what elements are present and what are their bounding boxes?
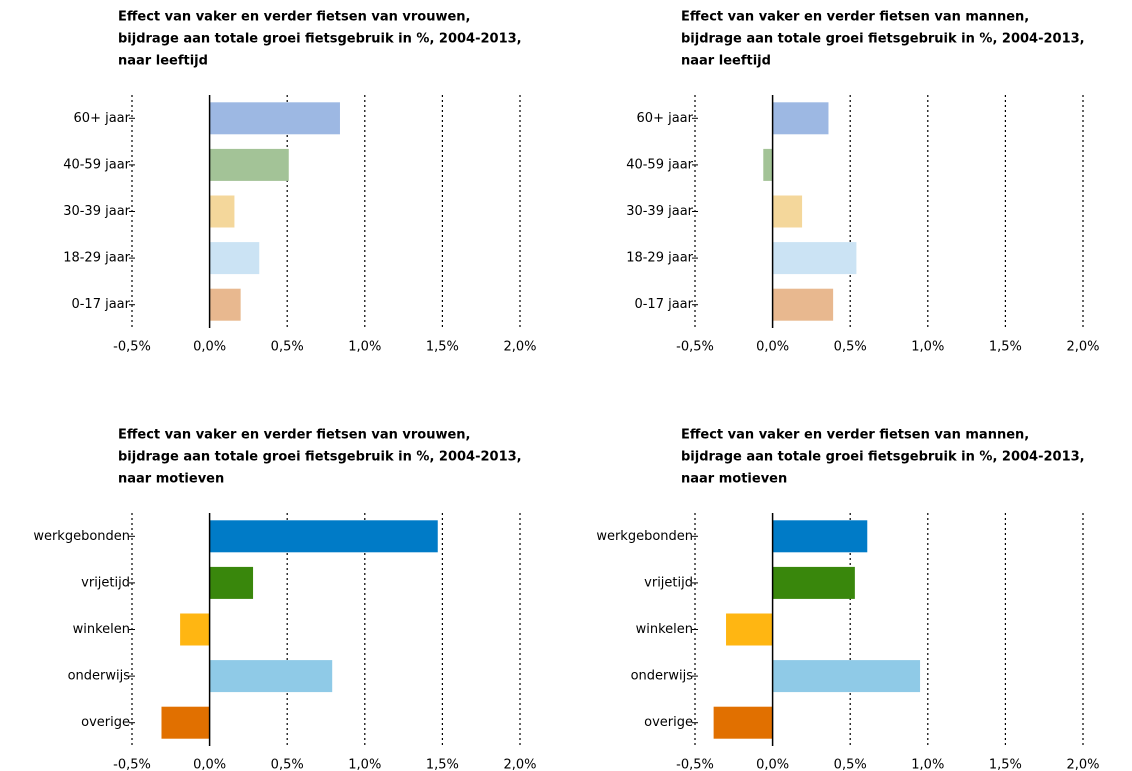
x-tick-label: 1,5% xyxy=(426,340,459,355)
chart-title: Effect van vaker en verder fietsen van v… xyxy=(118,10,470,25)
y-tick-label: vrijetijd xyxy=(644,575,693,590)
chart-title: bijdrage aan totale groei fietsgebruik i… xyxy=(118,32,522,47)
x-tick-label: 2,0% xyxy=(1066,340,1099,355)
x-tick-label: 0,0% xyxy=(756,758,789,771)
y-tick-label: onderwijs xyxy=(631,669,694,684)
chart-title: naar motieven xyxy=(681,472,787,487)
x-tick-label: 2,0% xyxy=(503,340,536,355)
bar xyxy=(161,706,210,739)
bar xyxy=(713,706,773,739)
y-tick-label: onderwijs xyxy=(68,669,131,684)
bar-chart: Effect van vaker en verder fietsen van m… xyxy=(596,428,1099,771)
bar xyxy=(209,148,289,181)
x-tick-label: -0,5% xyxy=(676,758,714,771)
chart-title: bijdrage aan totale groei fietsgebruik i… xyxy=(681,450,1085,465)
bar xyxy=(209,242,260,275)
bar xyxy=(180,613,210,646)
y-tick-label: 18-29 jaar xyxy=(63,251,130,266)
x-tick-label: -0,5% xyxy=(676,340,714,355)
x-tick-label: 0,5% xyxy=(271,758,304,771)
x-tick-label: 0,0% xyxy=(193,758,226,771)
bar-chart: Effect van vaker en verder fietsen van v… xyxy=(63,10,536,355)
y-tick-label: 0-17 jaar xyxy=(71,297,130,312)
y-tick-label: werkgebonden xyxy=(33,529,130,544)
x-tick-label: 0,0% xyxy=(193,340,226,355)
bar xyxy=(209,520,438,553)
x-tick-label: 1,5% xyxy=(989,758,1022,771)
x-tick-label: 1,0% xyxy=(911,340,944,355)
y-tick-label: 60+ jaar xyxy=(637,111,694,126)
bar xyxy=(726,613,773,646)
x-tick-label: 1,0% xyxy=(911,758,944,771)
x-tick-label: 0,5% xyxy=(271,340,304,355)
x-tick-label: 0,5% xyxy=(834,340,867,355)
bar xyxy=(209,195,235,228)
chart-title: bijdrage aan totale groei fietsgebruik i… xyxy=(118,450,522,465)
chart-title: naar motieven xyxy=(118,472,224,487)
bar xyxy=(209,660,333,693)
x-tick-label: 2,0% xyxy=(503,758,536,771)
x-tick-label: 1,0% xyxy=(348,758,381,771)
y-tick-label: 60+ jaar xyxy=(74,111,131,126)
bar xyxy=(772,242,857,275)
y-tick-label: werkgebonden xyxy=(596,529,693,544)
bar xyxy=(772,288,834,321)
y-tick-label: overige xyxy=(644,715,693,730)
bar-chart: Effect van vaker en verder fietsen van v… xyxy=(33,428,536,771)
bar xyxy=(209,102,340,135)
y-tick-label: 30-39 jaar xyxy=(63,204,130,219)
y-tick-label: winkelen xyxy=(636,622,693,637)
y-tick-label: vrijetijd xyxy=(81,575,130,590)
x-tick-label: 2,0% xyxy=(1066,758,1099,771)
bar xyxy=(772,520,868,553)
x-tick-label: -0,5% xyxy=(113,340,151,355)
x-tick-label: -0,5% xyxy=(113,758,151,771)
chart-title: naar leeftijd xyxy=(118,54,208,69)
bar-chart: Effect van vaker en verder fietsen van m… xyxy=(626,10,1099,355)
y-tick-label: overige xyxy=(81,715,130,730)
y-tick-label: 18-29 jaar xyxy=(626,251,693,266)
bar xyxy=(209,288,241,321)
bar xyxy=(772,102,829,135)
x-tick-label: 1,0% xyxy=(348,340,381,355)
x-tick-label: 1,5% xyxy=(426,758,459,771)
bar xyxy=(772,195,803,228)
y-tick-label: winkelen xyxy=(73,622,130,637)
x-tick-label: 1,5% xyxy=(989,340,1022,355)
x-tick-label: 0,0% xyxy=(756,340,789,355)
y-tick-label: 0-17 jaar xyxy=(634,297,693,312)
y-tick-label: 30-39 jaar xyxy=(626,204,693,219)
bar xyxy=(772,660,921,693)
chart-title: naar leeftijd xyxy=(681,54,771,69)
bar xyxy=(763,148,773,181)
bar xyxy=(209,566,254,599)
chart-title: Effect van vaker en verder fietsen van m… xyxy=(681,10,1029,25)
x-tick-label: 0,5% xyxy=(834,758,867,771)
chart-title: Effect van vaker en verder fietsen van v… xyxy=(118,428,470,443)
bar xyxy=(772,566,855,599)
chart-title: bijdrage aan totale groei fietsgebruik i… xyxy=(681,32,1085,47)
chart-title: Effect van vaker en verder fietsen van m… xyxy=(681,428,1029,443)
y-tick-label: 40-59 jaar xyxy=(63,157,130,172)
y-tick-label: 40-59 jaar xyxy=(626,157,693,172)
